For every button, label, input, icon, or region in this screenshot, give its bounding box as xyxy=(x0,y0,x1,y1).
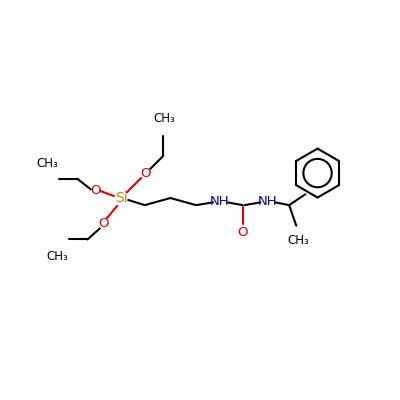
Text: NH: NH xyxy=(210,195,230,208)
Text: CH₃: CH₃ xyxy=(46,250,68,263)
Text: CH₃: CH₃ xyxy=(36,158,58,170)
Text: O: O xyxy=(98,217,109,230)
Text: O: O xyxy=(90,184,101,198)
Text: NH: NH xyxy=(258,195,277,208)
Text: Si: Si xyxy=(115,191,128,205)
Text: CH₃: CH₃ xyxy=(154,112,175,125)
Text: O: O xyxy=(140,167,151,180)
Text: CH₃: CH₃ xyxy=(287,234,309,247)
Text: O: O xyxy=(237,226,248,239)
